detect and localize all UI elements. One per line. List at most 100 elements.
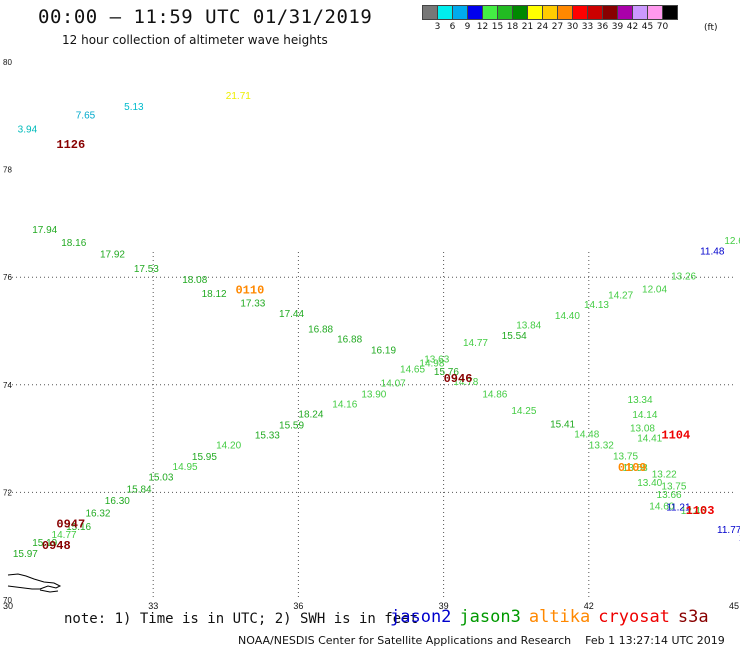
x-tick-label: 33: [148, 601, 158, 611]
color-scale-label: 33: [581, 22, 594, 32]
swh-value-label: 18.12: [202, 289, 227, 300]
color-scale-label: 27: [551, 22, 564, 32]
swh-value-label: 14.78: [453, 377, 478, 388]
pass-time-label: 1104: [661, 429, 690, 443]
color-scale-label: 3: [434, 22, 441, 32]
swh-value-label: 13.58: [623, 463, 648, 474]
y-tick-label: 74: [3, 381, 12, 390]
pass-time-label: 1126: [56, 138, 85, 152]
swh-value-label: 13.26: [671, 271, 696, 282]
legend-entry: jason3: [459, 607, 521, 627]
color-swatch: [542, 5, 558, 20]
swh-value-label: 7.65: [76, 110, 96, 121]
color-swatch: [422, 5, 438, 20]
swh-value-label: 14.77: [52, 530, 77, 541]
coastline: [7, 573, 62, 593]
swh-value-label: 14.14: [632, 410, 657, 421]
legend-entry: cryosat: [598, 607, 670, 627]
color-scale-label: 45: [641, 22, 654, 32]
swh-value-label: 15.97: [13, 549, 38, 560]
swh-value-label: 18.08: [182, 275, 207, 286]
data-labels: 3.94 7.65 5.13 21.71 17.94 18.16 17.92 17.53 18.…: [13, 91, 740, 560]
color-scale-label: 30: [566, 22, 579, 32]
color-swatch: [662, 5, 678, 20]
color-swatch: [557, 5, 573, 20]
swh-value-label: 14.13: [584, 300, 609, 311]
swh-value-label: 3.94: [18, 124, 38, 135]
swh-value-label: 14.60: [649, 502, 674, 513]
color-scale-label: 18: [506, 22, 519, 32]
swh-value-label: 18.16: [61, 238, 86, 249]
swh-value-label: 14.25: [511, 406, 536, 417]
chart-grid: [8, 252, 734, 600]
swh-value-label: 13.40: [637, 478, 662, 489]
color-swatch: [632, 5, 648, 20]
pass-time-label: 0948: [42, 539, 71, 553]
y-tick-label: 72: [3, 488, 12, 497]
swh-value-label: 11: [739, 533, 740, 544]
swh-value-label: 16.19: [371, 346, 396, 357]
color-scale-label: 12: [476, 22, 489, 32]
swh-value-label: 14.48: [574, 430, 599, 441]
color-swatch: [437, 5, 453, 20]
swh-value-label: 15.33: [255, 431, 280, 442]
swh-value-label: 14.20: [216, 440, 241, 451]
swh-value-label: 13.34: [628, 395, 653, 406]
color-scale-label: 9: [464, 22, 471, 32]
legend-entry: altika: [528, 607, 591, 627]
coastline-shape: [39, 589, 59, 593]
y-tick-label: 76: [3, 273, 12, 282]
axis-ticks: 30 33 36 39 42 45 70 72 74 76 78 80: [3, 58, 739, 611]
color-swatch: [467, 5, 483, 20]
swh-value-label: 13.84: [516, 320, 541, 331]
chart-title: 00:00 – 11:59 UTC 01/31/2019: [38, 6, 373, 28]
color-scale: 3 6 9 12 15 18 21 24 27 30 33 36 39 42 45 70 (ft): [422, 5, 718, 33]
legend-entry: s3a: [677, 607, 709, 627]
x-tick-label: 36: [293, 601, 303, 611]
swh-value-label: 16.88: [337, 334, 362, 345]
swh-value-label: 16.32: [85, 509, 110, 520]
color-scale-label: 70: [656, 22, 669, 32]
color-swatch: [587, 5, 603, 20]
swh-value-label: 14.77: [463, 338, 488, 349]
swh-value-label: 11.21: [666, 503, 691, 514]
swh-value-label: 13.63: [424, 355, 449, 366]
x-tick-label: 39: [439, 601, 449, 611]
pass-time-label: 0946: [444, 372, 473, 386]
pass-time-label: 0110: [235, 283, 264, 297]
swh-value-label: 13.22: [652, 469, 677, 480]
credit-org: NOAA/NESDIS Center for Satellite Applica…: [238, 634, 572, 647]
y-tick-label: 78: [3, 166, 12, 175]
pass-time-label: 0947: [56, 517, 85, 531]
swh-value-label: 13.32: [589, 440, 614, 451]
satellite-legend: jason2 jason3 altika cryosat s3a: [390, 607, 717, 627]
swh-value-label: 14.65: [400, 364, 425, 375]
pass-time-label: 1103: [686, 504, 715, 518]
color-swatch: [647, 5, 663, 20]
color-scale-unit: (ft): [704, 23, 718, 33]
swh-value-label: 13.08: [630, 424, 655, 435]
swh-value-label: 13.75: [661, 482, 686, 493]
swh-value-label: 15.41: [550, 419, 575, 430]
swh-value-label: 11.48: [700, 247, 725, 258]
y-tick-label: 70: [3, 596, 12, 605]
x-tick-label: 42: [584, 601, 594, 611]
x-tick-label: 45: [729, 601, 739, 611]
swh-value-label: 12.45: [681, 506, 706, 517]
swh-value-label: 18.24: [298, 410, 323, 421]
color-swatch: [617, 5, 633, 20]
swh-value-label: 17.94: [32, 225, 57, 236]
swh-value-label: 14.16: [332, 399, 357, 410]
swh-value-label: 14.40: [555, 311, 580, 322]
color-scale-labels: 3 6 9 12 15 18 21 24 27 30 33 36 39 42 45 70: [430, 20, 677, 32]
coastline-shape: [7, 573, 62, 590]
color-scale-label: 6: [449, 22, 456, 32]
swh-value-label: 14.98: [419, 359, 444, 370]
swh-value-label: 15.54: [502, 331, 527, 342]
chart-subtitle: 12 hour collection of altimeter wave hei…: [62, 33, 328, 47]
swh-value-label: 15.19: [32, 538, 57, 549]
note-text: note: 1) Time is in UTC; 2) SWH is in fe…: [64, 611, 419, 627]
color-scale-label: 24: [536, 22, 549, 32]
swh-value-label: 5.13: [124, 102, 144, 113]
